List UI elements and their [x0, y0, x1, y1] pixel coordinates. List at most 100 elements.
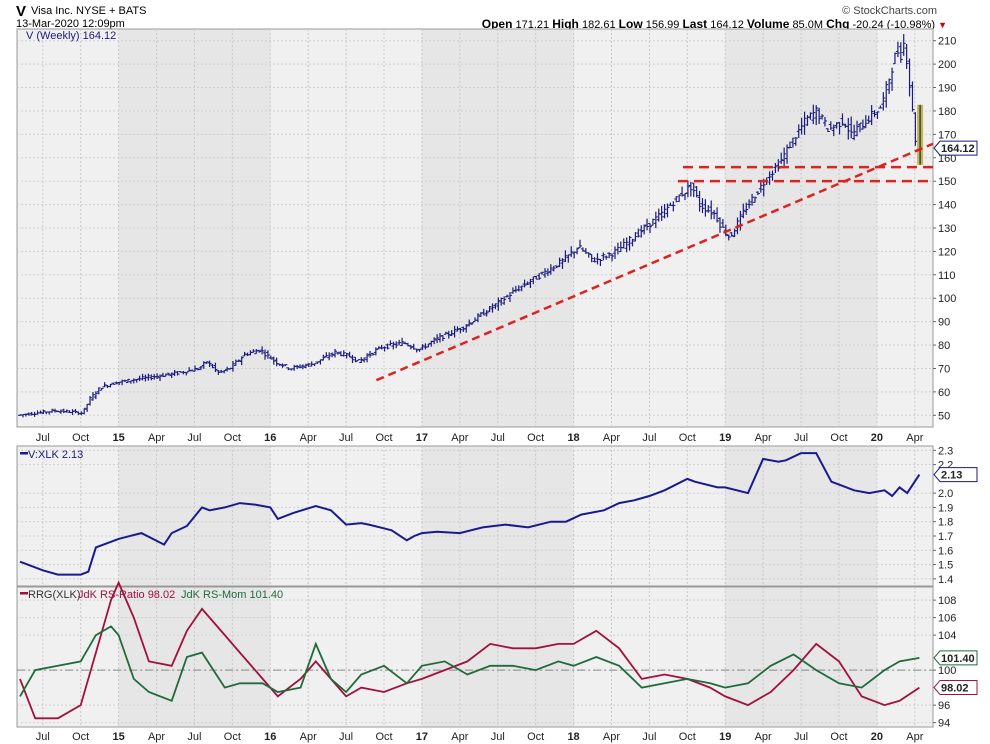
y-tick-label: 1.6	[938, 545, 953, 557]
x-tick-label: Oct	[375, 731, 392, 743]
x-tick-label: Apr	[906, 731, 923, 743]
last-label: Last	[682, 17, 708, 31]
rs-mom-tag-box	[933, 650, 978, 666]
volume-label: Volume	[746, 17, 790, 31]
price-legend: V (Weekly) 164.12	[26, 30, 116, 42]
y-tick-label: 90	[938, 317, 950, 329]
rrg-legend: RRG(XLK) JdK RS-Ratio 98.02 JdK RS-Mom 1…	[28, 589, 283, 601]
x-tick-label: Oct	[72, 731, 89, 743]
x-tick-label: Oct	[679, 432, 696, 444]
ratio-line	[19, 452, 921, 576]
x-tick-label: 15	[112, 731, 124, 743]
y-tick-label: 100	[938, 665, 956, 677]
y-tick-label: 94	[938, 718, 950, 730]
volume-value: 85.0M	[792, 19, 824, 31]
y-tick-label: 60	[938, 387, 950, 399]
x-tick-label: Jul	[36, 432, 50, 444]
y-tick-label: 110	[938, 270, 956, 282]
y-tick-label: 180	[938, 106, 956, 118]
y-tick-label: 104	[938, 630, 956, 642]
y-tick-label: 96	[938, 700, 950, 712]
chg-value: -20.24 (-10.98%)	[852, 19, 936, 31]
ratio-panel-marks	[19, 452, 921, 576]
y-tick-label: 140	[938, 200, 956, 212]
x-tick-label: 16	[264, 432, 276, 444]
x-tick-label: 16	[264, 731, 276, 743]
x-tick-label: 19	[719, 432, 731, 444]
rrg-panel-marks	[17, 580, 933, 720]
chg-label: Chg	[826, 17, 850, 31]
y-tick-label: 210	[938, 36, 956, 48]
x-tick-label: 18	[567, 731, 579, 743]
x-tick-label: Jul	[491, 432, 505, 444]
chart-date: 13-Mar-2020 12:09pm	[16, 18, 125, 30]
x-tick-label: Jul	[642, 432, 656, 444]
high-label: High	[552, 17, 579, 31]
rrg-legend-mom: JdK RS-Mom 101.40	[181, 589, 283, 601]
y-tick-label: 100	[938, 293, 956, 305]
x-tick-label: Oct	[527, 731, 544, 743]
rs-ratio-line	[19, 580, 920, 720]
x-tick-label: Oct	[72, 432, 89, 444]
x-tick-label: Oct	[679, 731, 696, 743]
x-tick-label: Apr	[300, 731, 317, 743]
x-tick-label: Apr	[603, 731, 620, 743]
price-last-tag-box	[933, 140, 978, 156]
last-value: 164.12	[710, 19, 744, 31]
x-tick-label: Oct	[830, 731, 847, 743]
y-tick-label: 1.7	[938, 531, 953, 543]
x-tick-label: Oct	[375, 432, 392, 444]
x-tick-label: Apr	[451, 731, 468, 743]
rs-ratio-tag: 98.02	[941, 682, 969, 694]
y-tick-label: 170	[938, 129, 956, 141]
low-value: 156.99	[645, 19, 680, 31]
x-tick-label: Oct	[224, 432, 241, 444]
x-tick-label: 15	[112, 432, 124, 444]
y-tick-label: 130	[938, 223, 956, 235]
y-tick-label: 70	[938, 363, 950, 375]
x-tick-label: 20	[871, 432, 883, 444]
x-tick-label: Oct	[224, 731, 241, 743]
rs-mom-tag: 101.40	[941, 653, 975, 665]
x-tick-label: Apr	[603, 432, 620, 444]
y-tick-label: 1.9	[938, 502, 953, 514]
ratio-last-tag-box	[933, 467, 978, 483]
open-value: 171.21	[515, 19, 550, 31]
trendline	[375, 142, 934, 382]
price-panel-marks	[18, 34, 934, 418]
y-tick-label: 1.8	[938, 517, 953, 529]
y-tick-label: 160	[938, 153, 956, 165]
x-tick-label: Apr	[755, 731, 772, 743]
rrg-legend-swatch	[20, 592, 28, 595]
company-name: Visa Inc. NYSE + BATS	[31, 5, 147, 17]
ohlc-summary: Open 171.21 High 182.61 Low 156.99 Last …	[482, 17, 947, 31]
x-tick-label: 17	[416, 432, 428, 444]
price-last-tag: 164.12	[941, 143, 975, 155]
high-value: 182.61	[581, 19, 616, 31]
y-tick-label: 150	[938, 176, 956, 188]
x-tick-label: Apr	[148, 432, 165, 444]
x-tick-label: 19	[719, 731, 731, 743]
x-tick-label: Jul	[187, 432, 201, 444]
y-tick-label: 50	[938, 410, 950, 422]
rrg-legend-ratio: JdK RS-Ratio 98.02	[78, 589, 175, 601]
x-tick-label: Jul	[794, 432, 808, 444]
y-tick-label: 190	[938, 83, 956, 95]
x-tick-label: Jul	[187, 731, 201, 743]
x-tick-label: Apr	[148, 731, 165, 743]
y-tick-label: 108	[938, 595, 956, 607]
ratio-last-tag: 2.13	[941, 470, 962, 482]
x-tick-label: Jul	[36, 731, 50, 743]
rs-mom-line	[19, 625, 920, 702]
x-tick-label: Jul	[339, 432, 353, 444]
open-label: Open	[481, 17, 513, 31]
x-tick-label: Oct	[527, 432, 544, 444]
ratio-legend: V:XLK 2.13	[28, 449, 83, 461]
y-tick-label: 2.0	[938, 488, 953, 500]
y-tick-label: 2.3	[938, 445, 953, 457]
x-tick-label: 17	[416, 731, 428, 743]
rrg-legend-prefix: RRG(XLK)	[28, 589, 81, 601]
x-tick-label: Apr	[906, 432, 923, 444]
rs-ratio-tag-box	[933, 679, 978, 695]
